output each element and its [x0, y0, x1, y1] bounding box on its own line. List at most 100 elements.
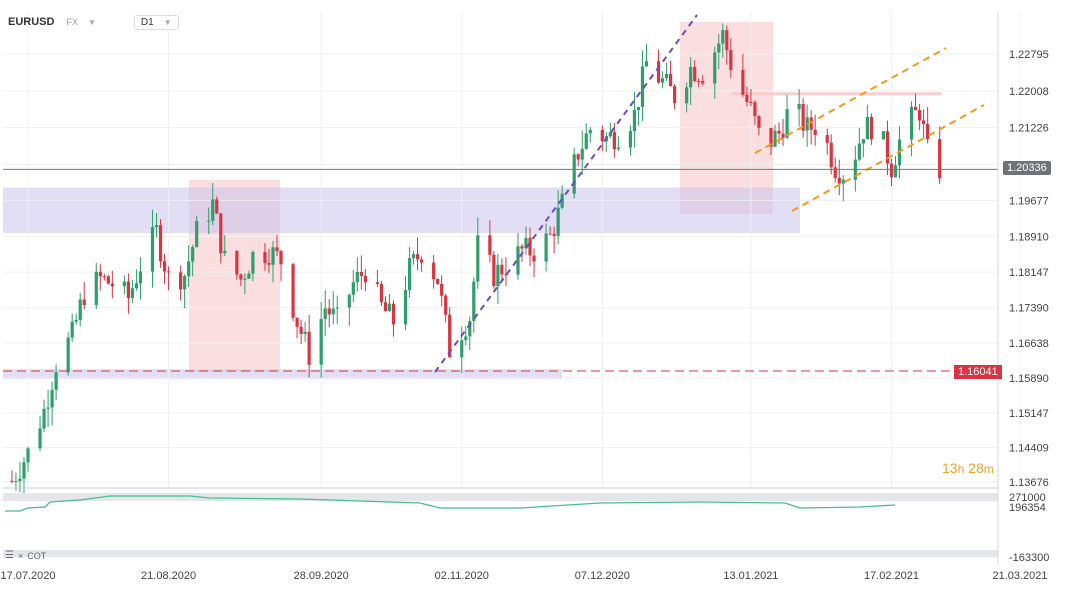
candle-body — [419, 259, 424, 263]
y-tick-label: 1.22795 — [1009, 49, 1049, 61]
candle-body — [492, 254, 496, 287]
candle-countdown: 13h 28m — [942, 460, 994, 476]
candle-body — [801, 104, 805, 131]
candle-body — [130, 288, 135, 298]
uptrend-line — [434, 14, 698, 373]
y-tick-label: 1.19677 — [1009, 195, 1049, 207]
support-level-tag: 1.16041 — [954, 365, 1002, 379]
candle-body — [717, 43, 721, 53]
demand-zone-upper — [3, 187, 800, 234]
close-icon[interactable]: × — [17, 551, 24, 561]
timeframe-value: D1 — [140, 16, 154, 28]
candle-body — [138, 271, 143, 284]
indicator-legend[interactable]: ☰ × COT — [5, 550, 46, 562]
candle-body — [572, 154, 576, 194]
candle-body — [10, 480, 14, 482]
candle-body — [504, 274, 508, 276]
candle-body — [693, 66, 697, 81]
hamburger-icon[interactable]: ☰ — [5, 550, 14, 561]
candle-body — [82, 299, 86, 305]
y-tick-label: 1.18910 — [1009, 231, 1049, 243]
candle-body — [411, 254, 416, 259]
candle-body — [436, 279, 440, 284]
candle-body — [38, 428, 42, 449]
cot-tick-label: 271000 — [1009, 492, 1046, 504]
candle-body — [721, 30, 725, 44]
candle-body — [323, 308, 327, 319]
y-tick-label: 1.15890 — [1009, 373, 1049, 385]
candle-body — [355, 271, 359, 283]
candle-body — [496, 264, 500, 287]
candle-body — [267, 263, 271, 265]
candle-body — [179, 272, 183, 290]
candle-body — [837, 177, 841, 184]
candle-body — [777, 130, 781, 134]
timeframe-select[interactable]: D1 ▼ — [133, 14, 179, 30]
candle-body — [363, 275, 367, 283]
candle-body — [885, 131, 890, 164]
symbol-label[interactable]: EURUSD — [8, 16, 55, 28]
candle-body — [612, 132, 616, 150]
candle-body — [187, 261, 191, 277]
candle-body — [154, 225, 159, 228]
candle-body — [532, 255, 536, 262]
candle-body — [251, 252, 255, 274]
candle-body — [299, 326, 303, 334]
candle-body — [656, 61, 661, 83]
y-tick-label: 1.16638 — [1009, 338, 1049, 350]
candle-body — [54, 372, 58, 390]
cot-tick-label: -163300 — [1009, 552, 1049, 564]
candle-body — [150, 227, 155, 272]
candle-body — [42, 408, 46, 429]
candle-body — [134, 283, 139, 289]
candle-body — [636, 106, 641, 110]
candle-body — [448, 314, 452, 358]
candle-body — [391, 303, 396, 325]
cot-band-top — [3, 493, 998, 501]
demand-zone-lower — [3, 369, 562, 380]
candle-body — [94, 271, 98, 305]
candle-body — [685, 87, 689, 104]
candle-body — [757, 116, 761, 128]
candle-body — [500, 264, 504, 275]
candle-body — [861, 139, 865, 144]
candle-body — [909, 106, 914, 140]
candle-body — [825, 135, 829, 143]
candle-body — [383, 302, 388, 312]
resistance-line-feb — [732, 92, 942, 96]
candle-body — [403, 290, 408, 325]
candle-body — [813, 129, 817, 136]
candle-body — [444, 295, 448, 315]
candle-body — [14, 481, 18, 483]
candle-body — [781, 133, 785, 138]
candle-body — [773, 130, 777, 147]
y-tick-label: 1.18147 — [1009, 267, 1049, 279]
candle-body — [375, 282, 380, 285]
candle-body — [359, 271, 363, 276]
y-tick-label: 1.21226 — [1009, 123, 1049, 135]
candle-body — [913, 106, 918, 111]
candle-body — [560, 193, 564, 208]
candle-body — [387, 303, 392, 312]
candle-body — [869, 116, 874, 140]
candle-body — [440, 283, 444, 296]
candle-body — [98, 271, 102, 277]
candle-body — [468, 320, 472, 337]
candle-body — [158, 225, 163, 262]
candle-body — [580, 148, 584, 160]
candle-body — [745, 94, 749, 102]
candle-body — [769, 127, 773, 147]
candle-body — [26, 448, 30, 463]
candle-body — [126, 281, 131, 298]
chevron-down-icon[interactable]: ▼ — [87, 17, 96, 27]
y-tick-label: 1.22008 — [1009, 86, 1049, 98]
candle-body — [697, 80, 701, 82]
candle-body — [552, 233, 556, 236]
candle-body — [926, 123, 930, 140]
candle-body — [18, 478, 22, 482]
candle-body — [664, 73, 669, 79]
candle-body — [644, 61, 649, 67]
candle-body — [415, 254, 420, 260]
x-tick-label: 17.07.2020 — [0, 570, 55, 582]
